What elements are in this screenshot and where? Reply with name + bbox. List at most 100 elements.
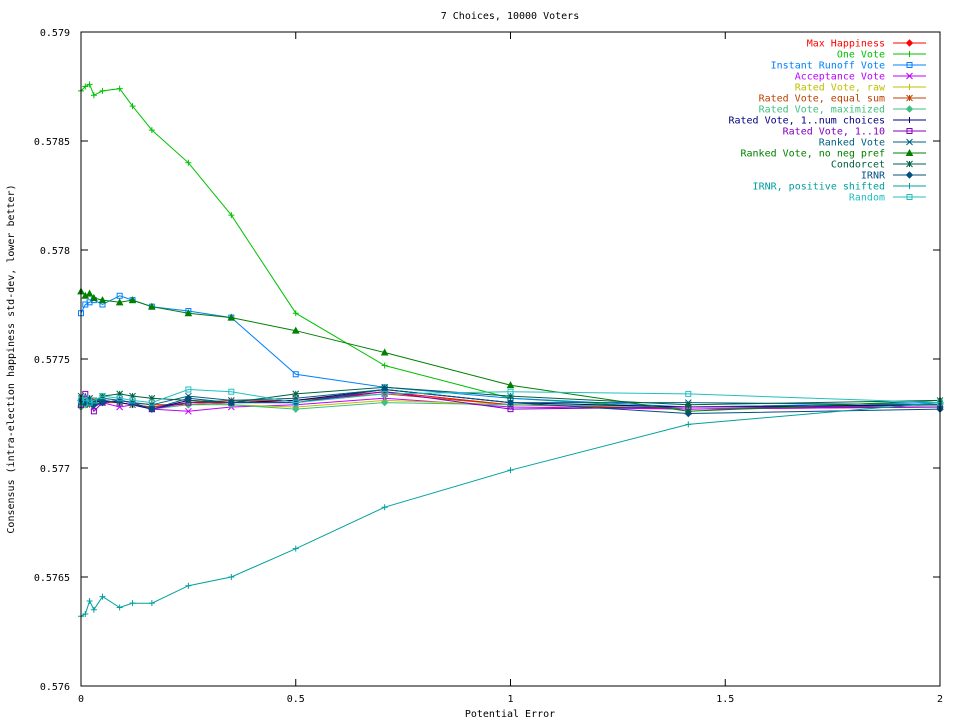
chart-title: 7 Choices, 10000 Voters	[441, 11, 579, 22]
legend-marker	[905, 39, 914, 47]
data-point	[99, 393, 106, 400]
data-point	[381, 362, 388, 369]
data-point	[684, 409, 693, 418]
legend-marker	[906, 183, 913, 189]
legend-item: Random	[849, 193, 926, 204]
legend-item: Max Happiness	[807, 39, 926, 50]
legend-label: Instant Runoff Vote	[771, 61, 885, 72]
data-point	[684, 401, 692, 409]
data-point	[90, 397, 97, 404]
data-point	[129, 397, 136, 404]
data-point	[228, 388, 235, 395]
data-point	[82, 83, 89, 90]
y-tick-label: 0.578	[40, 246, 70, 257]
legend-item: Acceptance Vote	[795, 72, 926, 83]
data-point	[381, 390, 388, 397]
data-point	[685, 390, 692, 397]
data-point	[148, 405, 156, 413]
x-tick-label: 1	[507, 694, 513, 705]
data-point	[129, 392, 136, 400]
data-point	[292, 545, 299, 552]
x-tick-label: 2	[937, 694, 943, 705]
x-tick-label: 0.5	[287, 694, 305, 705]
y-tick-label: 0.5775	[34, 355, 70, 366]
data-point	[685, 421, 692, 428]
data-point	[90, 408, 97, 415]
data-point	[148, 600, 155, 607]
data-point	[380, 348, 389, 356]
legend-marker	[906, 62, 913, 68]
data-point	[98, 398, 107, 407]
data-point	[227, 313, 236, 321]
data-point	[90, 293, 98, 301]
legend-item: Rated Vote, 1..num choices	[728, 116, 926, 127]
data-point	[184, 394, 193, 402]
data-point	[185, 582, 192, 589]
legend-label: Random	[849, 193, 885, 204]
legend-item: Rated Vote, maximized	[759, 105, 926, 116]
legend-item: Rated Vote, raw	[795, 83, 926, 94]
data-point	[116, 390, 124, 398]
legend-item: IRNR, positive shifted	[753, 182, 926, 193]
data-point	[185, 407, 192, 415]
y-tick-label: 0.577	[40, 464, 70, 475]
data-point	[228, 574, 235, 580]
legend-marker	[906, 94, 913, 102]
legend-label: Ranked Vote, no neg pref	[741, 149, 886, 160]
data-point	[148, 394, 156, 402]
data-point	[86, 81, 93, 88]
legend-label: Max Happiness	[807, 39, 885, 50]
y-tick-label: 0.5785	[34, 137, 70, 148]
legend-label: Acceptance Vote	[795, 72, 885, 83]
series-line	[80, 402, 941, 617]
x-tick-label: 0	[78, 694, 84, 705]
data-point	[90, 606, 97, 613]
data-point	[292, 399, 299, 406]
data-point	[98, 296, 107, 304]
data-point	[82, 611, 89, 618]
data-point	[128, 296, 137, 304]
data-point	[185, 159, 192, 166]
plot-area	[77, 81, 944, 620]
data-point	[82, 395, 89, 402]
y-axis-label: Consensus (intra-election happiness std-…	[6, 184, 17, 533]
legend-marker	[906, 117, 913, 123]
data-point	[129, 103, 136, 110]
legend-label: Rated Vote, 1..num choices	[728, 116, 885, 127]
series-14	[78, 386, 943, 406]
legend-label: Rated Vote, maximized	[759, 105, 885, 116]
data-point	[99, 87, 106, 94]
legend-marker	[906, 194, 913, 200]
data-point	[184, 309, 193, 317]
data-point	[228, 212, 235, 219]
legend-label: One Vote	[837, 50, 885, 61]
data-point	[292, 390, 300, 398]
data-point	[292, 405, 300, 413]
data-point	[507, 406, 514, 413]
legend-marker	[905, 171, 914, 179]
data-point	[506, 398, 515, 407]
legend-marker	[906, 84, 913, 90]
data-point	[85, 289, 94, 297]
data-point	[116, 395, 123, 402]
data-point	[115, 298, 124, 306]
legend-marker	[906, 72, 913, 80]
legend-item: Instant Runoff Vote	[771, 61, 926, 72]
legend-label: Condorcet	[831, 160, 885, 171]
legend-label: Rated Vote, equal sum	[759, 94, 885, 105]
legend-label: IRNR	[861, 171, 886, 182]
legend-label: Rated Vote, 1..10	[783, 127, 885, 138]
data-point	[129, 600, 136, 607]
data-point	[507, 392, 514, 400]
legend-item: Rated Vote, equal sum	[759, 94, 926, 105]
legend-item: Ranked Vote	[819, 138, 926, 149]
data-point	[381, 504, 388, 511]
series-13	[78, 399, 943, 620]
data-point	[116, 85, 123, 92]
data-point	[506, 381, 515, 389]
data-point	[292, 310, 299, 317]
x-axis-label: Potential Error	[465, 709, 555, 720]
data-point	[227, 398, 236, 407]
legend-item: One Vote	[837, 50, 926, 61]
